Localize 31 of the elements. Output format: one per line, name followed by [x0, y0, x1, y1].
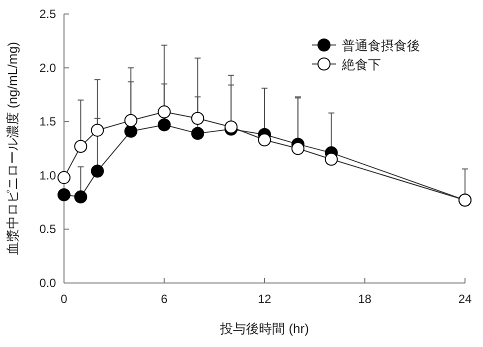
- point: [291, 142, 304, 155]
- point: [224, 120, 238, 134]
- point: [90, 124, 104, 137]
- point: [191, 126, 204, 140]
- point: [58, 188, 70, 202]
- x-tick-label: 18: [358, 292, 372, 306]
- point: [124, 114, 138, 128]
- x-tick-label: 0: [60, 292, 68, 306]
- point: [158, 105, 171, 118]
- legend-label: 絶食下: [341, 57, 381, 72]
- x-tick-label: 24: [458, 292, 472, 306]
- point: [74, 140, 88, 153]
- legend-label: 普通食摂食後: [342, 38, 420, 53]
- point: [258, 133, 271, 146]
- point: [90, 164, 104, 178]
- y-tick-label: 2.0: [39, 60, 56, 75]
- point: [58, 171, 70, 184]
- y-axis-title: 血漿中ロピニロール濃度 (ng/mL/mg): [5, 42, 20, 256]
- x-axis-title: 投与後時間 (hr): [219, 321, 309, 336]
- x-tick-label: 6: [160, 292, 168, 306]
- point: [324, 152, 338, 166]
- y-tick-label: 1.0: [39, 168, 56, 182]
- y-tick-label: 0.5: [39, 222, 56, 236]
- point: [74, 190, 88, 204]
- x-tick-label: 12: [258, 292, 272, 306]
- y-tick-label: 1.5: [39, 114, 56, 129]
- y-tick-label: 2.5: [39, 7, 56, 21]
- point: [124, 124, 138, 138]
- point: [191, 112, 204, 125]
- y-tick-label: 0.0: [39, 276, 56, 290]
- point: [158, 118, 171, 132]
